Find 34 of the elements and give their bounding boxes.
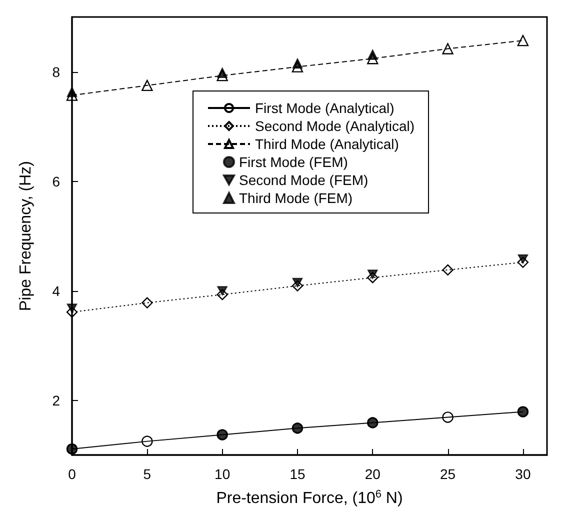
point <box>142 80 153 92</box>
legend-label: Second Mode (Analytical) <box>255 118 415 134</box>
point <box>367 53 378 64</box>
point <box>442 264 454 276</box>
y-axis-title: Pipe Frequency, (Hz) <box>18 161 34 311</box>
point <box>517 34 529 46</box>
y-tick-label: 2 <box>52 392 60 408</box>
y-tick-label: 8 <box>52 64 60 80</box>
legend-label: First Mode (FEM) <box>239 154 348 170</box>
point <box>216 288 228 300</box>
x-tick-label: 30 <box>515 466 531 482</box>
point <box>442 43 454 54</box>
point <box>517 256 529 268</box>
y-tick-label: 6 <box>52 173 60 190</box>
legend-label: Third Mode (Analytical) <box>255 136 399 152</box>
x-tick-label: 15 <box>290 466 306 482</box>
x-tick-label: 25 <box>440 466 456 482</box>
legend-label: Second Mode (FEM) <box>239 172 368 188</box>
x-tick-label: 10 <box>214 466 230 482</box>
point <box>292 280 304 292</box>
point <box>142 297 153 308</box>
point <box>442 412 454 423</box>
point <box>292 61 304 72</box>
x-tick-label: 0 <box>68 466 76 482</box>
point <box>367 272 378 284</box>
x-tick-label: 5 <box>143 466 152 482</box>
point <box>66 90 78 101</box>
point <box>216 70 228 82</box>
legend-label: Third Mode (FEM) <box>239 190 353 206</box>
y-tick-label: 4 <box>52 282 60 299</box>
x-tick-label: 20 <box>364 466 381 482</box>
point <box>66 306 78 318</box>
point <box>142 436 153 447</box>
legend-label: First Mode (Analytical) <box>255 100 394 116</box>
